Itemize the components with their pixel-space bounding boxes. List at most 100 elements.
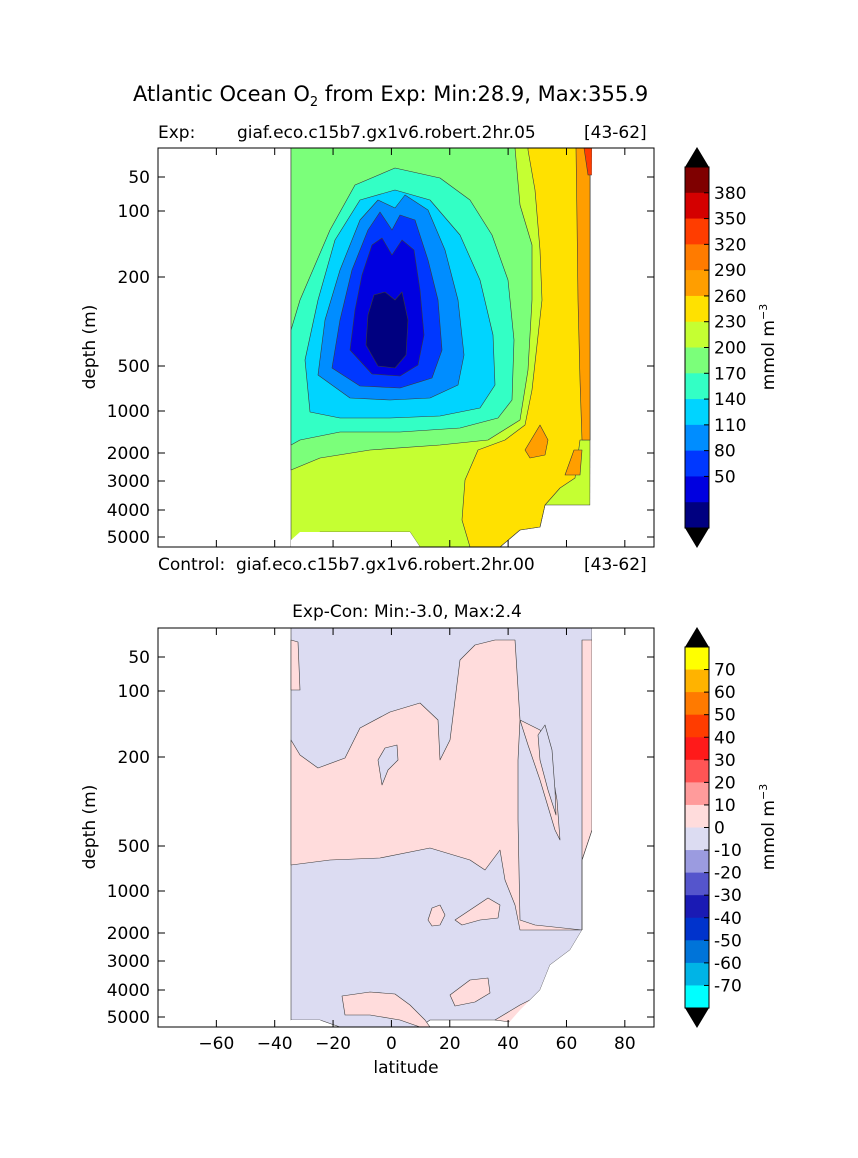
top-ytick-label-2000: 2000 [107, 444, 150, 464]
top-colorbar-unit-exponent: −3 [757, 304, 770, 320]
bottom-colorbar-unit: mmol m [759, 800, 779, 870]
bottom-ytick-label-100: 100 [118, 682, 150, 702]
bottom-xtick-label-80: 80 [614, 1034, 636, 1054]
top-colorbar-swatch-6 [685, 321, 709, 348]
top-colorbar-label-9: 110 [714, 416, 746, 436]
bottom-xtick-label-40: 40 [497, 1034, 519, 1054]
bottom-xtick-label--60: −60 [198, 1034, 234, 1054]
figure-title: Atlantic Ocean O2 from Exp: Min:28.9, Ma… [133, 82, 648, 110]
top-colorbar-swatch-11 [685, 450, 709, 477]
top-y-axis-label: depth (m) [80, 305, 100, 390]
bottom-colorbar-swatch-1 [685, 669, 709, 693]
top-colorbar-swatch-0 [685, 167, 709, 194]
top-colorbar-label-0: 380 [714, 184, 746, 204]
bottom-colorbar-label: mmol m−3 [757, 784, 779, 870]
bottom-colorbar-label-14: -70 [714, 976, 742, 996]
diff-region-pos-bottom-left [341, 991, 431, 1027]
bottom-colorbar-label-13: -60 [714, 954, 742, 974]
diff-region-pos-island-1 [427, 904, 446, 927]
top-colorbar-swatch-4 [685, 270, 709, 297]
bottom-colorbar-label-9: -20 [714, 864, 742, 884]
o2-region-290-320 [575, 148, 591, 441]
top-colorbar-swatch-7 [685, 347, 709, 374]
bottom-ytick-label-1000: 1000 [107, 882, 150, 902]
top-colorbar-extend-max [685, 147, 709, 167]
diff-region-pos-left-top [290, 639, 301, 691]
o2-region-290-320-deep [524, 424, 549, 459]
top-ytick-label-100: 100 [118, 202, 150, 222]
bottom-xtick-label--40: −40 [257, 1034, 293, 1054]
top-colorbar-swatch-13 [685, 502, 709, 529]
control-years: [43-62] [584, 555, 647, 575]
figure-title-main: Atlantic Ocean O [133, 82, 310, 106]
bottom-ytick-label-3000: 3000 [107, 952, 150, 972]
top-ytick-label-50: 50 [128, 168, 150, 188]
control-run-name: giaf.eco.c15b7.gx1v6.robert.2hr.00 [236, 555, 535, 575]
bottom-colorbar-extend-min [685, 1008, 709, 1028]
top-plot-frame [157, 147, 655, 548]
top-colorbar-swatch-10 [685, 424, 709, 452]
top-colorbar-swatch-1 [685, 192, 709, 220]
bottom-ytick-label-200: 200 [118, 748, 150, 768]
bottom-colorbar-label-10: -30 [714, 886, 742, 906]
bottom-colorbar-swatch-14 [685, 962, 709, 986]
top-ytick-label-500: 500 [118, 357, 150, 377]
diff-region-pos-0-10-central [290, 639, 593, 931]
bottom-colorbar-label-4: 30 [714, 751, 736, 771]
diff-region-neg-island-1 [377, 744, 399, 786]
exp-label: Exp: [158, 123, 195, 143]
diff-region-pos-bottom-mid [449, 977, 491, 1007]
top-colorbar-label-6: 200 [714, 339, 746, 359]
top-y-axis: 50 100 200 500 1000 2000 3000 4000 5000 [107, 148, 654, 548]
bottom-colorbar-swatch-10 [685, 872, 709, 896]
bottom-colorbar-label-6: 10 [714, 796, 736, 816]
bottom-colorbar-swatch-13 [685, 940, 709, 964]
bottom-colorbar-extend-max [685, 627, 709, 647]
o2-land-mask-right [590, 148, 654, 547]
o2-region-below-50 [365, 291, 409, 369]
bottom-colorbar-swatch-8 [685, 827, 709, 851]
bottom-y-axis-label: depth (m) [80, 785, 100, 870]
top-colorbar-swatch-8 [685, 373, 709, 400]
bottom-x-axis: −60 −40 −20 0 20 40 60 80 [198, 628, 636, 1054]
top-colorbar-swatch-2 [685, 218, 709, 245]
bottom-ytick-label-500: 500 [118, 837, 150, 857]
bottom-colorbar-swatch-15 [685, 985, 709, 1009]
diff-region-neg-island-2 [537, 724, 557, 816]
bottom-y-axis: 50 100 200 500 1000 2000 3000 4000 5000 [107, 648, 654, 1028]
top-colorbar: 380 350 320 290 260 230 200 170 140 110 80 50 [684, 147, 746, 548]
diff-land-mask-bottom [291, 1020, 330, 1027]
figure-title-rest: from Exp: Min:28.9, Max:355.9 [318, 82, 648, 106]
diff-land-mask-right-deep [505, 930, 592, 1027]
bottom-xtick-label-0: 0 [386, 1034, 397, 1054]
top-colorbar-swatch-12 [685, 476, 709, 503]
top-colorbar-label-4: 260 [714, 287, 746, 307]
exp-years: [43-62] [584, 123, 647, 143]
bottom-colorbar-label-2: 50 [714, 706, 736, 726]
bottom-xtick-label--20: −20 [315, 1034, 351, 1054]
bottom-colorbar-label-1: 60 [714, 683, 736, 703]
bottom-colorbar-swatch-4 [685, 737, 709, 761]
bottom-colorbar-swatch-0 [685, 647, 709, 671]
top-ytick-label-200: 200 [118, 268, 150, 288]
bottom-plot-frame [157, 627, 655, 1028]
top-colorbar-swatch-5 [685, 295, 709, 323]
bottom-panel-title: Exp-Con: Min:-3.0, Max:2.4 [292, 602, 522, 622]
bottom-colorbar-swatch-12 [685, 917, 709, 941]
o2-land-mask-bottom [291, 532, 420, 547]
bottom-colorbar-swatch-11 [685, 895, 709, 919]
bottom-colorbar-swatch-7 [685, 804, 709, 828]
bottom-colorbar-swatch-9 [685, 850, 709, 874]
top-colorbar-swatch-9 [685, 399, 709, 426]
figure-title-sub: 2 [310, 95, 318, 110]
bottom-colorbar-swatch-2 [685, 692, 709, 716]
bottom-x-axis-label: latitude [373, 1058, 438, 1078]
bottom-colorbar-label-3: 40 [714, 728, 736, 748]
bottom-colorbar-swatch-5 [685, 759, 709, 783]
bottom-ytick-label-4000: 4000 [107, 981, 150, 1001]
top-plot-area: 50 100 200 500 1000 2000 3000 4000 5000 depth (m… [80, 147, 655, 548]
top-colorbar-label-11: 50 [714, 467, 736, 487]
